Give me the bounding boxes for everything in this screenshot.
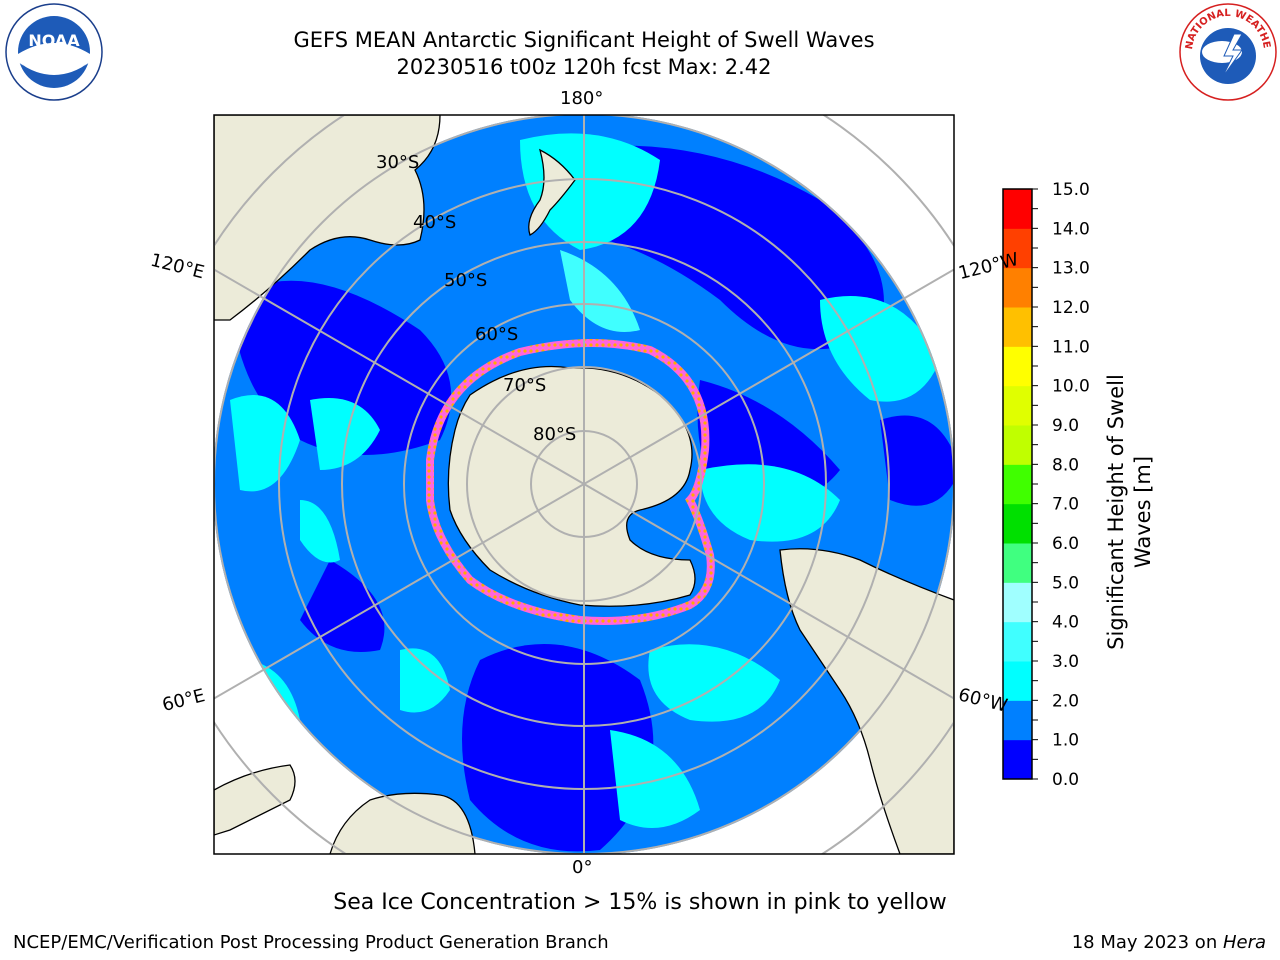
host-name: Hera <box>1222 932 1266 953</box>
colorbar-segment <box>1003 700 1032 721</box>
colorbar-tick-label: 8.0 <box>1052 455 1079 475</box>
colorbar-segment <box>1003 326 1032 347</box>
chart-subtitle: 20230516 t00z 120h fcst Max: 2.42 <box>396 55 772 79</box>
colorbar-tick-label: 2.0 <box>1052 691 1079 711</box>
colorbar-segment <box>1003 189 1032 210</box>
lat-label-40s: 40°S <box>413 212 457 233</box>
colorbar-tick-label: 4.0 <box>1052 613 1079 633</box>
colorbar-segment <box>1003 661 1032 682</box>
colorbar-tick-label: 10.0 <box>1052 377 1090 397</box>
credit-text: NCEP/EMC/Verification Post Processing Pr… <box>13 932 609 953</box>
date-value: 18 May 2023 on <box>1071 932 1223 953</box>
date-text: 18 May 2023 on Hera <box>1072 932 1266 953</box>
colorbar-segment <box>1003 346 1032 367</box>
colorbar-tick-label: 1.0 <box>1052 731 1079 751</box>
colorbar-segment <box>1003 543 1032 564</box>
lat-label-70s: 70°S <box>503 375 547 396</box>
colorbar-segment <box>1003 562 1032 583</box>
colorbar-segment <box>1003 484 1032 505</box>
colorbar-segment <box>1003 425 1032 446</box>
colorbar-segment <box>1003 405 1032 426</box>
lon-label-180: 180° <box>560 88 604 109</box>
colorbar-tick-label: 9.0 <box>1052 416 1079 436</box>
colorbar-segment <box>1003 621 1032 642</box>
colorbar-segment <box>1003 385 1032 406</box>
colorbar-segment <box>1003 307 1032 328</box>
colorbar-tick-label: 6.0 <box>1052 534 1079 554</box>
lat-label-50s: 50°S <box>444 270 488 291</box>
colorbar-segment <box>1003 464 1032 485</box>
colorbar-tick-label: 12.0 <box>1052 298 1090 318</box>
colorbar-segment <box>1003 228 1032 249</box>
colorbar-segment <box>1003 523 1032 544</box>
colorbar-tick-label: 15.0 <box>1052 180 1090 200</box>
colorbar-segment <box>1003 444 1032 465</box>
map-frame <box>213 114 955 855</box>
noaa-logo-icon: NOAA <box>5 3 103 101</box>
colorbar-segment <box>1003 602 1032 623</box>
colorbar-tick-label: 7.0 <box>1052 495 1079 515</box>
colorbar-tick-label: 5.0 <box>1052 573 1079 593</box>
lon-label-0: 0° <box>572 857 593 878</box>
colorbar-segment <box>1003 267 1032 288</box>
colorbar-segment <box>1003 366 1032 387</box>
sea-ice-edge <box>426 339 715 625</box>
sea-ice-note: Sea Ice Concentration > 15% is shown in … <box>333 890 947 915</box>
colorbar: 0.0 1.0 2.0 3.0 4.0 5.0 6.0 7.0 8.0 9.0 10.0 11.0 12… <box>1002 180 1090 790</box>
colorbar-tick-label: 13.0 <box>1052 259 1090 279</box>
colorbar-segment <box>1003 641 1032 662</box>
colorbar-segment <box>1003 582 1032 603</box>
nws-logo-icon: NATIONAL WEATHER SERVICE <box>1178 2 1277 101</box>
graticule <box>214 115 954 854</box>
colorbar-tick-label: 3.0 <box>1052 652 1079 672</box>
colorbar-tick-label: 0.0 <box>1052 770 1079 790</box>
colorbar-segment <box>1003 208 1032 229</box>
colorbar-tick-label: 14.0 <box>1052 219 1090 239</box>
colorbar-segment <box>1003 680 1032 701</box>
colorbar-segment <box>1003 287 1032 308</box>
lat-label-30s: 30°S <box>376 152 420 173</box>
lat-label-80s: 80°S <box>533 424 577 445</box>
colorbar-segment <box>1003 248 1032 269</box>
noaa-logo-text: NOAA <box>28 31 80 50</box>
colorbar-segment <box>1003 720 1032 741</box>
lat-label-60s: 60°S <box>475 324 519 345</box>
colorbar-label: Significant Height of Swell Waves [m] <box>1104 374 1155 650</box>
colorbar-tick-label: 11.0 <box>1052 337 1090 357</box>
colorbar-segment <box>1003 759 1032 780</box>
colorbar-segment <box>1003 503 1032 524</box>
chart-title: GEFS MEAN Antarctic Significant Height o… <box>293 28 875 52</box>
colorbar-segment <box>1003 739 1032 760</box>
